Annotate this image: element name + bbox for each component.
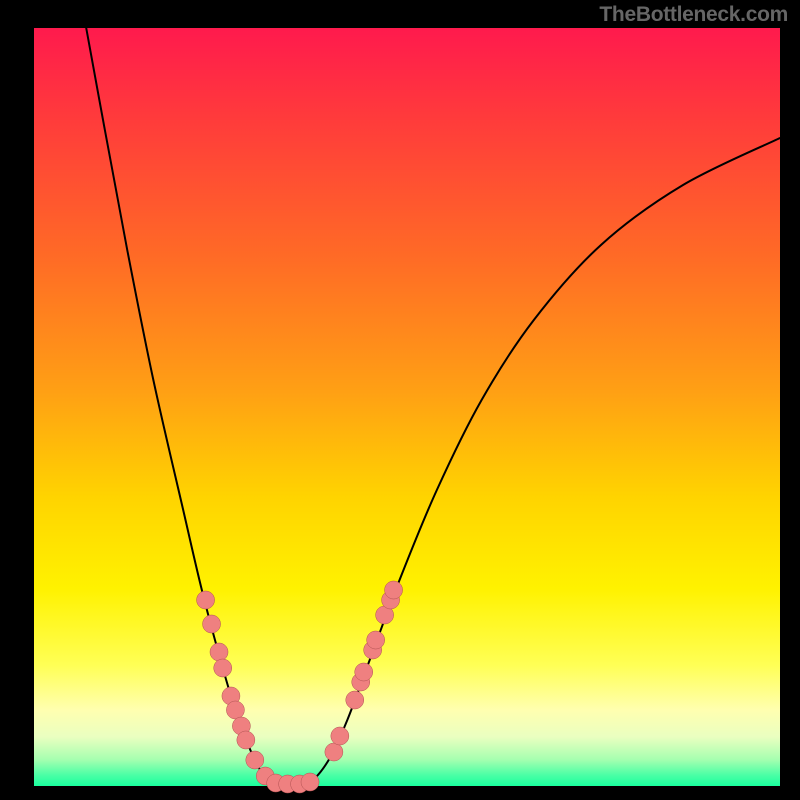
marker-dot bbox=[385, 581, 403, 599]
marker-dot bbox=[355, 663, 373, 681]
bottleneck-curve-plot bbox=[0, 0, 800, 800]
marker-dot bbox=[210, 643, 228, 661]
marker-dot bbox=[226, 701, 244, 719]
marker-dot bbox=[197, 591, 215, 609]
marker-dot bbox=[325, 743, 343, 761]
marker-dot bbox=[367, 631, 385, 649]
marker-dot bbox=[214, 659, 232, 677]
chart-frame: TheBottleneck.com bbox=[0, 0, 800, 800]
gradient-background bbox=[34, 28, 780, 786]
marker-dot bbox=[301, 773, 319, 791]
marker-dot bbox=[203, 615, 221, 633]
marker-dot bbox=[346, 691, 364, 709]
marker-dot bbox=[246, 751, 264, 769]
marker-dot bbox=[237, 731, 255, 749]
marker-dot bbox=[331, 727, 349, 745]
